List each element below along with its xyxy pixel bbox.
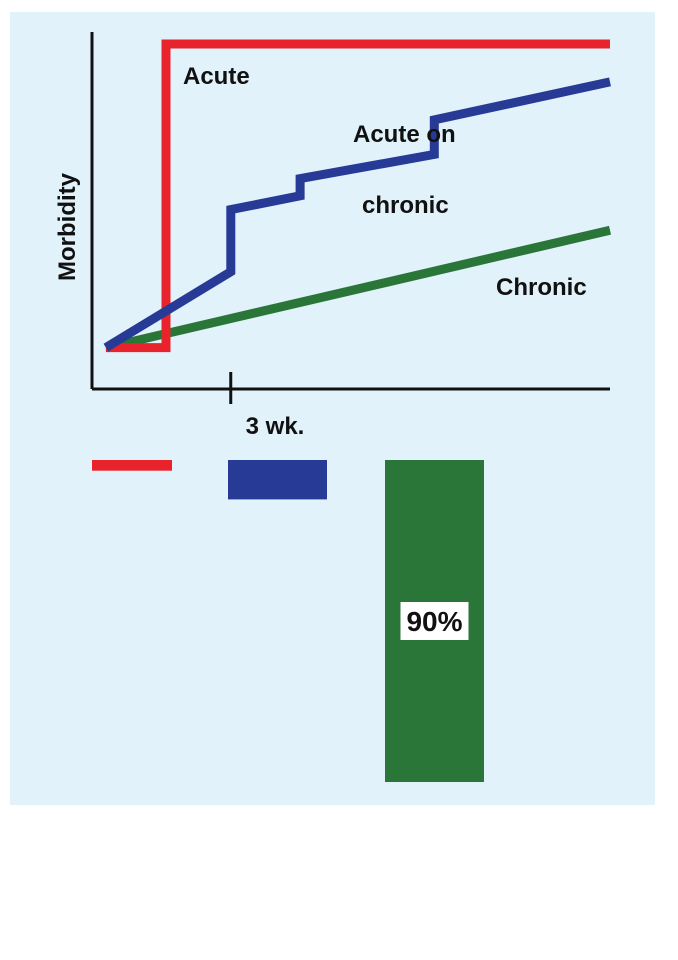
y-axis-label: Morbidity xyxy=(54,172,81,281)
series-line-chronic xyxy=(104,225,612,352)
series-line-acute-on-chronic xyxy=(103,77,611,352)
bar-acute-on-chronic xyxy=(228,460,327,500)
series-line-acute xyxy=(105,39,610,353)
bars: 90% xyxy=(92,460,484,782)
bar-value-label-box xyxy=(400,602,469,640)
annotation-chronic: Chronic xyxy=(496,274,587,301)
annotation-acute: Acute xyxy=(183,63,250,90)
annotation-acute-on: Acute on xyxy=(353,121,456,148)
series-lines xyxy=(103,39,612,353)
labels: Morbidity 3 wk. Acute Acute on chronic C… xyxy=(54,63,587,440)
axes xyxy=(90,32,610,404)
figure-panel: Morbidity 3 wk. Acute Acute on chronic C… xyxy=(10,12,655,805)
annotation-chronic-lower: chronic xyxy=(362,192,449,219)
x-tick-label-3wk: 3 wk. xyxy=(246,413,305,440)
morbidity-chart: Morbidity 3 wk. Acute Acute on chronic C… xyxy=(54,32,612,782)
bar-value-label: 90% xyxy=(406,606,462,637)
bar-acute xyxy=(92,460,172,471)
